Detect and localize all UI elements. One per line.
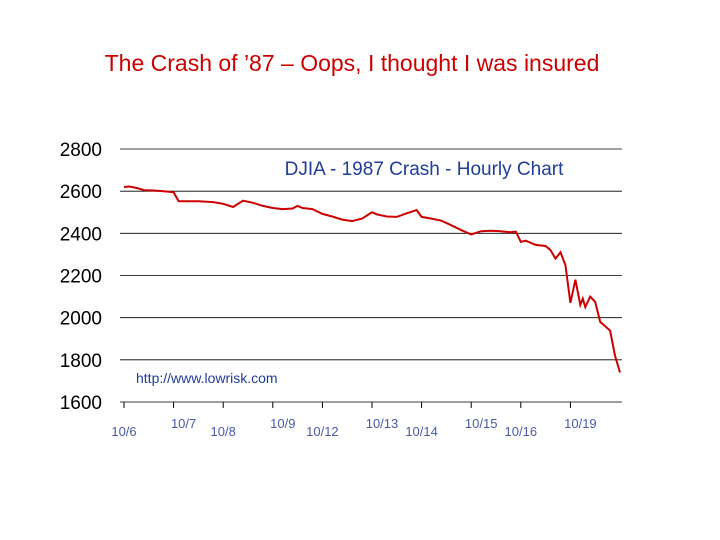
chart-grid: [120, 148, 622, 408]
x-tick-label-10-16: 10/16: [505, 424, 538, 439]
x-tick-label-10-7: 10/7: [171, 416, 196, 431]
x-tick-label-10-8: 10/8: [211, 424, 236, 439]
y-tick-label-1600: 1600: [60, 393, 102, 414]
y-tick-label-2200: 2200: [60, 267, 102, 288]
x-tick-label-10-9: 10/9: [270, 416, 295, 431]
x-tick-label-10-6: 10/6: [111, 424, 136, 439]
x-tick-label-10-13: 10/13: [366, 416, 399, 431]
x-tick-label-10-15: 10/15: [465, 416, 498, 431]
y-tick-label-1800: 1800: [60, 351, 102, 372]
watermark-url: http://www.lowrisk.com: [136, 370, 278, 386]
slide-title: The Crash of ’87 – Oops, I thought I was…: [104, 50, 600, 76]
x-tick-label-10-19: 10/19: [564, 416, 597, 431]
series-line-djia-hourly: [123, 185, 621, 373]
y-tick-label-2600: 2600: [60, 182, 102, 203]
y-tick-label-2000: 2000: [60, 309, 102, 330]
x-axis-tick-labels: 10/6 10/7 10/8 10/9 10/12 10/13 10/14 10/15 10/1…: [111, 416, 596, 439]
y-tick-label-2400: 2400: [60, 224, 102, 245]
chart-title: DJIA - 1987 Crash - Hourly Chart: [285, 159, 564, 180]
x-tick-label-10-12: 10/12: [306, 424, 339, 439]
y-axis-tick-labels: 2800 2600 2400 2200 2000 1800 1600: [60, 140, 102, 414]
x-tick-label-10-14: 10/14: [405, 424, 438, 439]
y-tick-label-2800: 2800: [60, 140, 102, 161]
